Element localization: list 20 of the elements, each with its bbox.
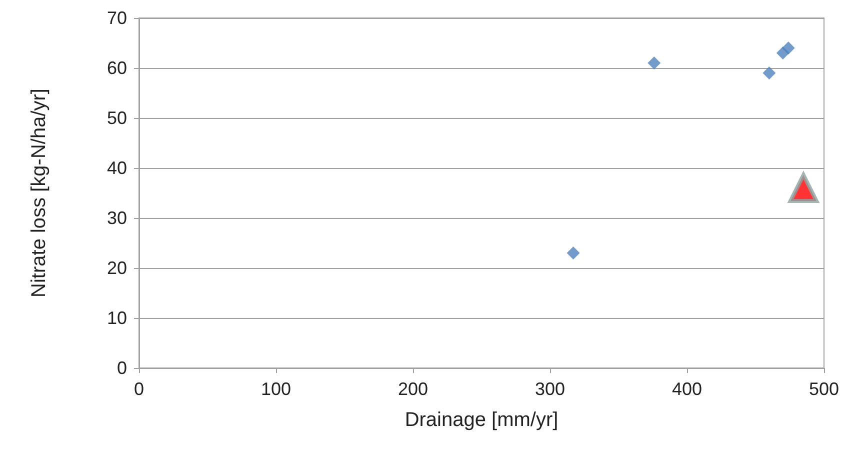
y-tick-label: 20 bbox=[106, 258, 127, 278]
x-tick-label: 400 bbox=[672, 379, 702, 399]
x-tick-label: 500 bbox=[808, 379, 840, 399]
y-tick-label: 60 bbox=[106, 58, 127, 78]
y-tick-label: 10 bbox=[106, 308, 127, 328]
point bbox=[566, 246, 580, 260]
point bbox=[762, 66, 776, 80]
y-tick-label: 40 bbox=[106, 158, 127, 178]
x-tick-label: 0 bbox=[134, 379, 144, 399]
y-axis-title: Nitrate loss [kg-N/ha/yr] bbox=[28, 88, 50, 298]
point bbox=[648, 56, 661, 70]
x-tick-label: 200 bbox=[398, 379, 428, 399]
y-tick-label: 30 bbox=[106, 208, 127, 228]
y-tick-label: 0 bbox=[116, 358, 127, 378]
y-tick-label: 50 bbox=[106, 108, 127, 128]
y-tick-label: 70 bbox=[106, 8, 127, 28]
x-axis-title: Drainage [mm/yr] bbox=[404, 409, 558, 431]
x-tick-label: 100 bbox=[260, 379, 292, 399]
x-tick-label: 300 bbox=[534, 379, 566, 399]
point bbox=[782, 42, 795, 54]
